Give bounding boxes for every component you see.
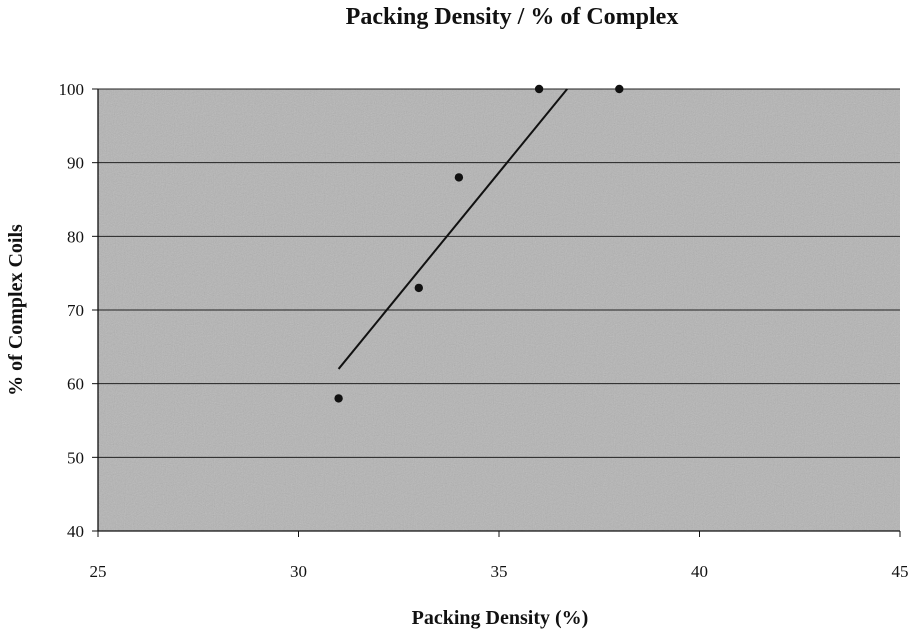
y-tick-label: 90 — [67, 154, 84, 173]
data-point — [454, 173, 464, 182]
x-tick-label: 30 — [290, 562, 307, 581]
x-tick-label: 40 — [691, 562, 708, 581]
data-point — [534, 84, 544, 94]
y-tick-label: 70 — [67, 301, 84, 320]
data-point — [615, 84, 624, 94]
x-tick-label: 45 — [892, 562, 909, 581]
x-tick-label: 35 — [491, 562, 508, 581]
y-tick-label: 80 — [67, 227, 84, 246]
chart-title: Packing Density / % of Complex — [346, 4, 679, 30]
y-tick-label: 50 — [67, 448, 84, 467]
x-axis-label: Packing Density (%) — [412, 607, 589, 629]
trendline — [337, 88, 568, 370]
data-point — [334, 394, 343, 403]
plot-area: 40 50 60 70 80 90 100 25 30 35 40 45 — [59, 80, 909, 581]
y-axis-label: % of Complex Coils — [5, 224, 27, 396]
y-tick-label: 60 — [67, 375, 84, 394]
y-tick-label: 100 — [59, 80, 85, 99]
data-point — [414, 283, 423, 293]
y-tick-label: 40 — [67, 522, 84, 541]
x-tick-label: 25 — [90, 562, 107, 581]
